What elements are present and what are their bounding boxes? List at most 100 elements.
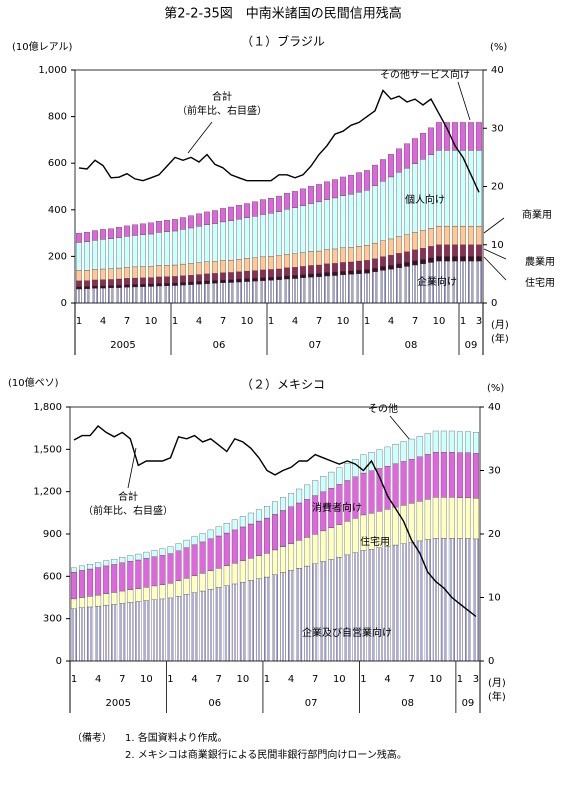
bar-segment <box>348 274 354 304</box>
bar-segment <box>376 547 383 662</box>
bar-segment <box>247 557 254 581</box>
bar-segment <box>191 592 198 662</box>
bar-segment <box>356 260 362 271</box>
bar-segment <box>468 260 474 304</box>
y2-axis-label: (%) <box>490 42 507 53</box>
bar-segment <box>167 546 174 554</box>
bar-segment <box>380 266 386 271</box>
bar-segment <box>388 265 394 270</box>
bar-segment <box>292 278 298 304</box>
bar-segment <box>316 273 322 277</box>
bar-segment <box>252 216 258 258</box>
bar-segment <box>476 256 482 262</box>
bar-segment <box>436 244 442 257</box>
bar-segment <box>324 181 330 200</box>
bar-segment <box>352 552 359 662</box>
bar-segment <box>280 572 287 662</box>
bar-segment <box>135 553 142 561</box>
bar-segment <box>276 195 282 212</box>
bar-segment <box>212 283 218 304</box>
bar-segment <box>92 285 98 289</box>
bar-segment <box>428 228 434 247</box>
bar-segment <box>167 583 174 599</box>
bar-segment <box>148 277 154 285</box>
bar-segment <box>172 219 178 232</box>
bar-segment <box>452 244 458 257</box>
year-label: 07 <box>309 340 322 351</box>
bar-segment <box>164 265 170 277</box>
year-label: 2005 <box>106 698 131 709</box>
bar-segment <box>263 576 270 662</box>
bar-segment <box>236 281 242 304</box>
bar-segment <box>172 282 178 286</box>
bar-segment <box>296 567 303 662</box>
bar-segment <box>464 452 471 498</box>
bar-segment <box>332 197 338 250</box>
bar-segment <box>268 213 274 257</box>
x-tick-label: 7 <box>408 674 414 685</box>
bar-segment <box>188 275 194 283</box>
x-tick-label: 7 <box>316 316 322 327</box>
x-tick-label: 7 <box>220 316 226 327</box>
bar-segment <box>424 433 431 455</box>
bar-segment <box>103 604 110 662</box>
bar-segment <box>284 278 290 304</box>
bar-segment <box>260 269 266 278</box>
bar-segment <box>308 203 314 252</box>
bar-segment <box>151 599 158 662</box>
bar-segment <box>312 480 319 496</box>
bar-segment <box>135 601 142 662</box>
bar-segment <box>364 269 370 274</box>
bar-segment <box>400 543 407 662</box>
bar-segment <box>360 454 367 474</box>
bar-segment <box>239 526 246 561</box>
bar-segment <box>300 274 306 278</box>
bar-segment <box>380 159 386 182</box>
bar-segment <box>408 438 415 460</box>
y2-tick-label: 10 <box>491 240 504 251</box>
bar-segment <box>436 122 442 151</box>
bar-segment <box>372 258 378 269</box>
bar-segment <box>156 232 162 266</box>
bar-segment <box>468 225 474 245</box>
figure-title: 第2-2-35図 中南米諸国の民間信用残高 <box>164 6 401 22</box>
bar-segment <box>344 480 351 522</box>
bar-segment <box>300 205 306 253</box>
bar-segment <box>236 259 242 272</box>
bar-segment <box>276 211 282 256</box>
bar-segment <box>284 193 290 210</box>
year-label: 07 <box>305 698 318 709</box>
bar-segment <box>79 607 86 662</box>
y2-tick-label: 0 <box>491 298 497 309</box>
bar-segment <box>172 285 178 304</box>
note: （備考） <box>72 731 112 744</box>
bar-segment <box>420 132 426 160</box>
bar-segment <box>460 244 466 257</box>
y-tick-label: 900 <box>43 529 62 540</box>
bar-segment <box>260 199 266 215</box>
x-tick-label: 4 <box>95 674 101 685</box>
bar-segment <box>255 555 262 579</box>
bar-segment <box>135 559 142 589</box>
bar-segment <box>416 456 423 502</box>
bar-segment <box>164 231 170 266</box>
bar-segment <box>244 281 250 304</box>
bar-segment <box>132 284 138 288</box>
bar-segment <box>324 249 330 265</box>
x-tick-label: 10 <box>241 316 254 327</box>
bar-segment <box>116 284 122 288</box>
bar-segment <box>456 538 463 662</box>
bar-segment <box>84 269 90 281</box>
bar-segment <box>204 261 210 275</box>
y-tick-label: 1,000 <box>38 65 67 76</box>
series-note: （前年比、右目盛） <box>177 104 267 117</box>
bar-segment <box>223 585 230 662</box>
bar-segment <box>132 286 138 304</box>
x-tick-label: 7 <box>119 674 125 685</box>
bar-segment <box>428 127 434 155</box>
bar-segment <box>148 222 154 235</box>
bar-segment <box>340 274 346 304</box>
y-tick-label: 0 <box>61 298 67 309</box>
bar-segment <box>196 274 202 282</box>
bar-segment <box>416 501 423 542</box>
